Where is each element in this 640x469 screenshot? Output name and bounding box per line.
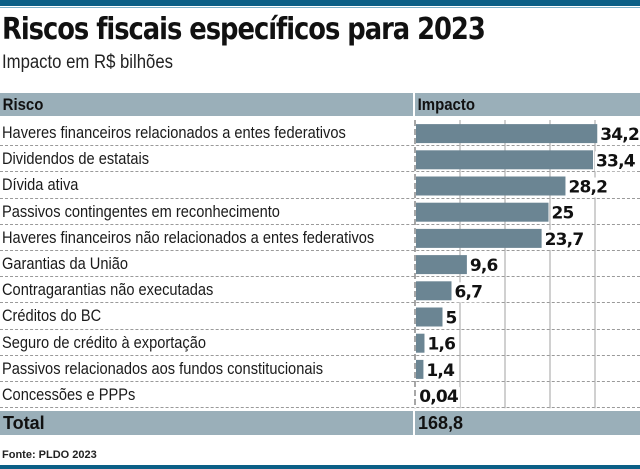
column-header-risco: Risco — [0, 93, 413, 116]
bar — [416, 255, 467, 275]
total-value: 168,8 — [418, 413, 464, 433]
bar — [416, 202, 549, 222]
risk-rows: Haveres financeiros relacionados a entes… — [0, 120, 640, 409]
top-band — [0, 0, 640, 8]
value-label: 28,2 — [568, 178, 607, 198]
value-label-backing — [599, 125, 640, 146]
chart-title: Riscos fiscais específicos para 2023 — [2, 12, 486, 47]
value-label-backing — [425, 360, 457, 381]
risk-label: Passivos relacionados aos fundos constit… — [2, 358, 324, 378]
bar — [416, 307, 443, 327]
table-row: Dividendos de estatais — [0, 146, 640, 173]
total-label: Total — [3, 413, 45, 433]
value-label: 9,6 — [470, 256, 498, 276]
total-row-value: 168,8 — [415, 411, 640, 435]
table-row: Seguro de crédito à exportação — [0, 330, 640, 356]
value-label: 0,04 — [419, 387, 459, 407]
value-label: 5 — [446, 309, 457, 329]
table-row: Passivos relacionados aos fundos constit… — [0, 356, 640, 382]
value-label-backing — [550, 203, 575, 224]
value-label-backing — [567, 177, 609, 198]
table-row: Haveres financeiros não relacionados a e… — [0, 225, 640, 251]
value-label-backing — [543, 229, 585, 250]
column-header-risco-label: Risco — [2, 95, 44, 114]
bar — [416, 333, 425, 353]
value-label-backing — [418, 387, 460, 408]
value-label-backing — [444, 308, 458, 329]
value-label: 34,2 — [600, 125, 639, 145]
risk-label: Dividendos de estatais — [2, 149, 150, 169]
bar — [416, 124, 598, 144]
table-row: Haveres financeiros relacionados a entes… — [0, 120, 640, 147]
bar — [416, 359, 424, 379]
table-row: Créditos do BC — [0, 303, 640, 330]
risk-label: Garantias da União — [2, 253, 128, 273]
risk-label: Seguro de crédito à exportação — [2, 332, 207, 352]
source-note: Fonte: PLDO 2023 — [2, 449, 97, 461]
bar — [416, 228, 542, 248]
value-label-backing — [595, 151, 637, 172]
column-header-impacto-label: Impacto — [417, 95, 476, 114]
table-row: Garantias da União — [0, 251, 640, 278]
bar — [416, 281, 452, 301]
value-label: 25 — [552, 204, 574, 224]
risk-label: Passivos contingentes em reconhecimento — [2, 201, 280, 221]
risk-label: Haveres financeiros não relacionados a e… — [2, 227, 375, 247]
value-label-backing — [453, 282, 484, 303]
chart-subtitle: Impacto em R$ bilhões — [2, 52, 174, 73]
value-label: 1,4 — [426, 361, 455, 381]
value-label-backing — [426, 334, 457, 355]
value-label: 33,4 — [596, 151, 636, 171]
column-header-impacto: Impacto — [415, 93, 640, 116]
risk-label: Dívida ativa — [2, 175, 79, 195]
risk-label: Haveres financeiros relacionados a entes… — [2, 123, 346, 142]
total-row-label: Total — [0, 411, 413, 435]
bar-chart: 34,2 33,4 28,2 25 23,7 9,6 6,7 5 1,6 1,4 0,04 — [414, 120, 640, 409]
value-label: 1,6 — [427, 335, 455, 355]
bar — [416, 176, 566, 196]
bar — [416, 150, 594, 170]
table-row: Passivos contingentes em reconhecimento — [0, 199, 640, 225]
risk-label: Concessões e PPPs — [2, 384, 136, 404]
risk-label: Créditos do BC — [2, 306, 102, 326]
value-label: 6,7 — [455, 282, 483, 302]
value-label-backing — [468, 256, 499, 277]
table-row: Dívida ativa — [0, 172, 640, 199]
value-label: 23,7 — [545, 230, 584, 250]
table-row: Concessões e PPPs — [0, 382, 640, 409]
bottom-band — [0, 465, 640, 469]
table-row: Contragarantias não executadas — [0, 277, 640, 304]
risk-label: Contragarantias não executadas — [2, 280, 214, 300]
